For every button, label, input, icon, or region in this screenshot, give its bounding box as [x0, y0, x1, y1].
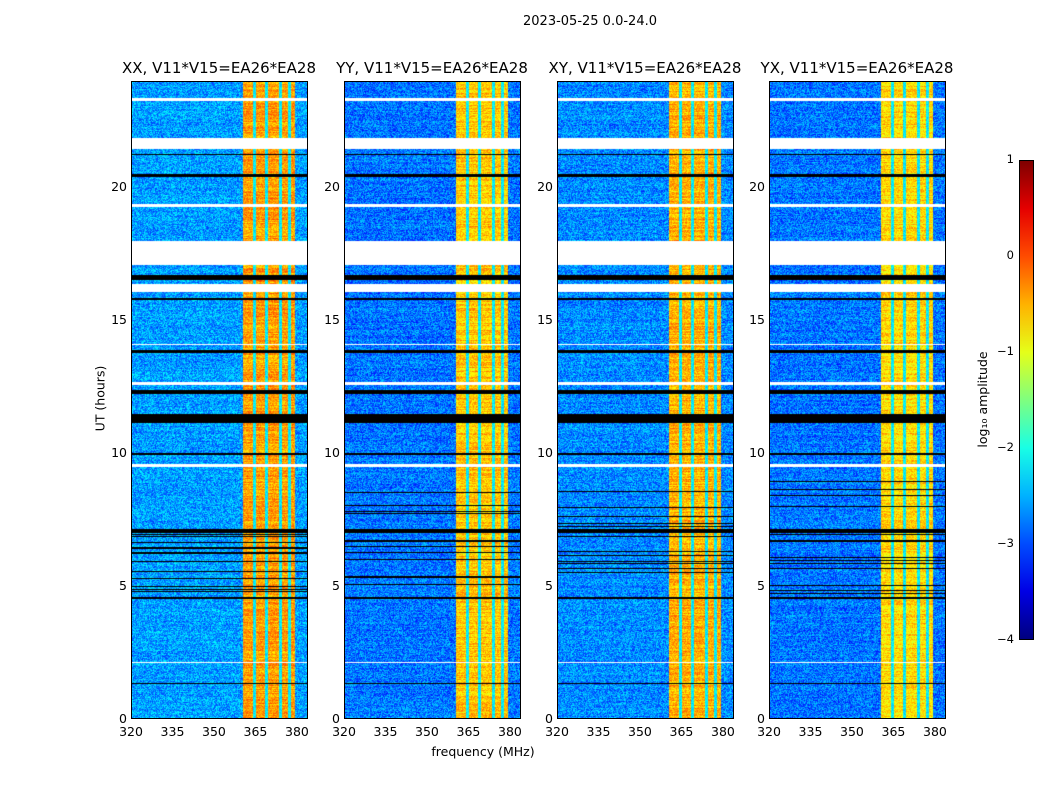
y-tick-label: 15	[537, 312, 553, 328]
y-tick-label: 10	[324, 445, 340, 461]
heatmap-cells	[770, 82, 945, 718]
colorbar-tick-label: −4	[997, 632, 1014, 646]
y-tick-label: 5	[545, 578, 553, 594]
y-tick-label: 0	[332, 711, 340, 726]
y-axis-label: UT (hours)	[92, 365, 108, 432]
colorbar-tick-label: −2	[997, 440, 1014, 454]
y-tick-label: 15	[324, 312, 340, 328]
x-tick-label: 380	[498, 724, 522, 739]
x-tick-label: 335	[373, 724, 398, 739]
colorbar-tick-label: −3	[997, 536, 1014, 550]
x-tick-label: 350	[840, 724, 864, 739]
y-tick-label: 0	[119, 711, 127, 726]
x-tick-label: 350	[628, 724, 652, 739]
x-tick-label: 320	[757, 724, 781, 739]
x-tick-label: 365	[881, 724, 906, 739]
heatmap-panel	[557, 81, 734, 719]
colorbar-tick-label: 0	[1006, 248, 1014, 262]
y-tick-label: 10	[749, 445, 765, 461]
x-tick-label: 365	[669, 724, 694, 739]
x-tick-label: 350	[415, 724, 439, 739]
heatmap-panel	[131, 81, 308, 719]
heatmap-cells	[558, 82, 733, 718]
colorbar-tick-label: 1	[1006, 152, 1014, 166]
heatmap-cells	[132, 82, 307, 718]
colorbar	[1019, 160, 1034, 640]
colorbar-tick-label: −1	[997, 344, 1014, 358]
y-tick-label: 20	[324, 179, 340, 195]
y-tick-label: 20	[537, 179, 553, 195]
panel-title: XX, V11*V15=EA26*EA28	[121, 59, 316, 77]
x-tick-label: 365	[243, 724, 268, 739]
x-tick-label: 335	[798, 724, 823, 739]
y-tick-label: 15	[749, 312, 765, 328]
y-tick-label: 20	[749, 179, 765, 195]
figure-title: 2023-05-25 0.0-24.0	[523, 14, 657, 29]
panel-title: YX, V11*V15=EA26*EA28	[760, 59, 954, 77]
panel-title: XY, V11*V15=EA26*EA28	[548, 59, 742, 77]
heatmap-panel	[769, 81, 946, 719]
y-tick-label: 15	[111, 312, 127, 328]
x-tick-label: 350	[202, 724, 226, 739]
y-tick-label: 10	[111, 445, 127, 461]
x-tick-label: 380	[923, 724, 947, 739]
x-tick-label: 320	[119, 724, 143, 739]
heatmap-cells	[345, 82, 520, 718]
x-tick-label: 365	[456, 724, 481, 739]
y-tick-label: 5	[119, 578, 127, 594]
x-tick-label: 335	[160, 724, 185, 739]
x-tick-label: 320	[545, 724, 569, 739]
y-tick-label: 0	[545, 711, 553, 726]
x-tick-label: 380	[285, 724, 309, 739]
y-tick-label: 10	[537, 445, 553, 461]
panel-title: YY, V11*V15=EA26*EA28	[336, 59, 528, 77]
y-tick-label: 0	[757, 711, 765, 726]
x-tick-label: 380	[711, 724, 735, 739]
heatmap-panel	[344, 81, 521, 719]
y-tick-label: 5	[332, 578, 340, 594]
x-axis-label: frequency (MHz)	[431, 744, 535, 759]
x-tick-label: 335	[586, 724, 611, 739]
y-tick-label: 20	[111, 179, 127, 195]
y-tick-label: 5	[757, 578, 765, 594]
x-tick-label: 320	[332, 724, 356, 739]
